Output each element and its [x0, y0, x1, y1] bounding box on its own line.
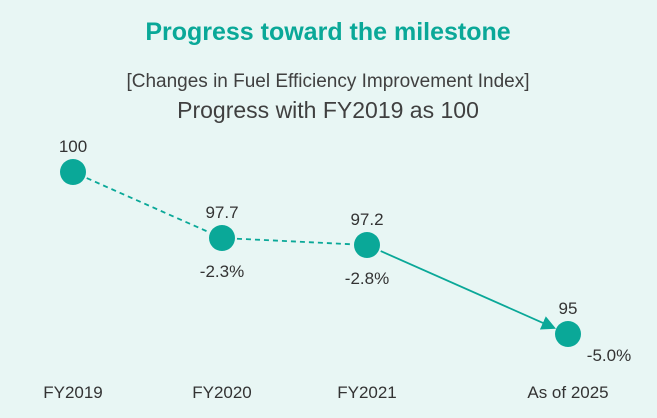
- chart-subtitle: [Changes in Fuel Efficiency Improvement …: [126, 71, 529, 92]
- change-label: -2.3%: [200, 262, 244, 281]
- series-segment-3: [380, 250, 557, 330]
- change-label: -2.8%: [345, 269, 389, 288]
- series-segment-2: [236, 237, 353, 246]
- x-tick-label: FY2021: [337, 383, 397, 402]
- x-tick-label: As of 2025: [527, 383, 608, 402]
- x-tick-label: FY2019: [43, 383, 103, 402]
- value-label: 95: [559, 299, 578, 318]
- change-label: -5.0%: [587, 346, 631, 365]
- chart-title: Progress toward the milestone: [145, 18, 510, 46]
- data-point-fy2019: [60, 159, 86, 185]
- x-tick-label: FY2020: [192, 383, 252, 402]
- chart-subtitle-secondary: Progress with FY2019 as 100: [177, 97, 479, 123]
- chart-plot-area: 100 FY2019 97.7 -2.3% FY2020 97.2 -2.8% FY2021 9…: [43, 137, 631, 402]
- value-label: 97.2: [350, 210, 383, 229]
- data-point-fy2020: [209, 225, 235, 251]
- series-segment-1: [86, 177, 209, 233]
- data-point-fy2021: [354, 232, 380, 258]
- value-label: 100: [59, 137, 87, 156]
- value-label: 97.7: [205, 203, 238, 222]
- data-point-as-of-2025: [555, 321, 581, 347]
